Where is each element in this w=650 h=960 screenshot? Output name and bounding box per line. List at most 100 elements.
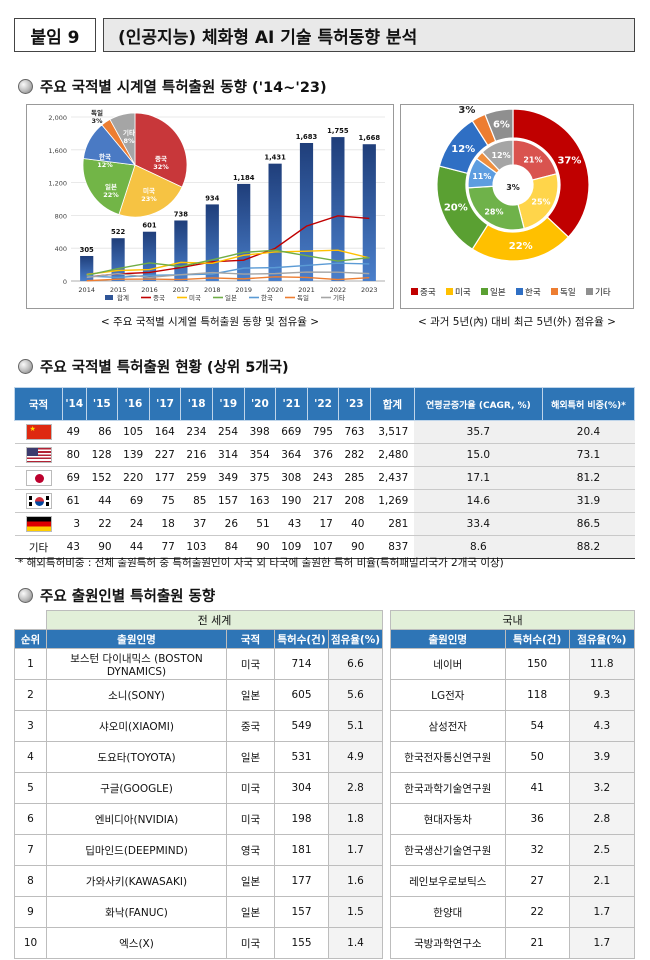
table-cell: 레인보우로보틱스 <box>390 865 506 897</box>
table-cell: 69 <box>62 466 86 490</box>
column-header: '22 <box>306 387 340 421</box>
domestic-column-header: 출원인명 <box>390 629 506 649</box>
table-cell: 3.2 <box>568 772 636 804</box>
legend-swatch <box>446 288 453 295</box>
gap-cell <box>382 610 391 630</box>
legend-swatch <box>586 288 593 295</box>
table-cell: 14.6 <box>414 489 543 513</box>
table-cell: 77 <box>149 535 181 559</box>
total-bar <box>174 220 188 281</box>
table-cell: 영국 <box>226 834 275 866</box>
legend-label: 한국 <box>525 288 541 298</box>
bar-value-label: 1,668 <box>359 134 381 142</box>
gap-cell <box>382 679 391 711</box>
table-cell: 164 <box>149 420 181 444</box>
table-cell: 일본 <box>226 865 275 897</box>
legend-label: 일본 <box>490 288 506 298</box>
table-cell: 177 <box>149 466 181 490</box>
table-cell: 85 <box>180 489 213 513</box>
gap-cell <box>382 741 391 773</box>
table-cell: 37 <box>180 512 213 536</box>
gap-cell <box>382 834 391 866</box>
table-cell: 51 <box>244 512 276 536</box>
table-cell: 220 <box>117 466 150 490</box>
table-cell: 375 <box>244 466 276 490</box>
legend-label: 일본 <box>225 293 237 302</box>
table-cell: 763 <box>338 420 371 444</box>
column-header: '21 <box>275 387 308 421</box>
table-row: 9 화낙(FANUC) 일본 157 1.5 한양대 22 1.7 <box>14 896 636 928</box>
table-cell: 90 <box>244 535 276 559</box>
total-bar <box>142 231 157 281</box>
table-cell: 152 <box>86 466 118 490</box>
table-cell: 27 <box>504 865 570 897</box>
x-tick-label: 2017 <box>173 286 190 294</box>
legend-swatch <box>411 288 418 295</box>
country-label: 기타 <box>14 535 63 559</box>
table-cell: 4.9 <box>328 741 383 773</box>
outer-ring-중국 <box>512 108 590 238</box>
table-cell: 531 <box>274 741 329 773</box>
table-cell: 314 <box>212 443 245 467</box>
x-tick-label: 2019 <box>235 286 252 294</box>
y-tick-label: 400 <box>55 245 67 253</box>
table-cell: 605 <box>274 679 329 711</box>
table-cell: 3.9 <box>568 741 636 773</box>
legend-swatch <box>551 288 558 295</box>
domestic-column-header: 특허수(건) <box>504 629 570 649</box>
donut-label: 25% <box>531 198 550 207</box>
donut-label: 28% <box>484 207 503 216</box>
gap-cell <box>382 710 391 742</box>
table-row: 7 딥마인드(DEEPMIND) 영국 181 1.7 한국생산기술연구원 32 2.5 <box>14 834 636 866</box>
legend-label: 미국 <box>189 293 201 302</box>
table-cell: 118 <box>504 679 570 711</box>
table-cell: 198 <box>274 803 329 835</box>
bar-value-label: 934 <box>205 194 219 202</box>
table-cell: 8 <box>14 865 47 897</box>
column-header: 해외특허 비중(%)* <box>542 387 635 421</box>
table-cell: 미국 <box>226 772 275 804</box>
total-bar <box>362 144 376 281</box>
column-header: '18 <box>180 387 213 421</box>
pie-slice-value: 32% <box>153 163 169 171</box>
table-cell: 한국생산기술연구원 <box>390 834 506 866</box>
table-cell: 미국 <box>226 927 275 959</box>
table-cell: 한국과학기술연구원 <box>390 772 506 804</box>
table-cell: 84 <box>212 535 245 559</box>
table-cell: 22 <box>504 896 570 928</box>
legend-label: 독일 <box>560 288 576 298</box>
gap-cell <box>382 629 391 649</box>
table-cell: 75 <box>149 489 181 513</box>
pie-slice-value: 12% <box>97 161 113 169</box>
x-tick-label: 2023 <box>361 286 378 294</box>
table-cell: 21 <box>504 927 570 959</box>
table-cell: 216 <box>180 443 213 467</box>
chart-caption-left: < 주요 국적별 시계열 특허출원 동향 및 점유율 > <box>100 316 320 328</box>
table-row: 3 22 24 18 37 26 51 43 17 40 281 33.4 86.5 <box>14 512 635 536</box>
table-cell: 5 <box>14 772 47 804</box>
table-cell: 한양대 <box>390 896 506 928</box>
x-tick-label: 2022 <box>330 286 347 294</box>
table-cell: 181 <box>274 834 329 866</box>
table-cell: 217 <box>307 489 339 513</box>
table-cell: 308 <box>275 466 308 490</box>
donut-label: 11% <box>472 172 491 181</box>
table-cell: 1 <box>14 648 47 680</box>
table-cell: 107 <box>307 535 339 559</box>
table-cell: 삼성전자 <box>390 710 506 742</box>
section-bullet-icon <box>18 79 33 94</box>
korea-flag-icon <box>25 493 52 509</box>
usa-flag-icon <box>25 447 52 463</box>
table-cell: 일본 <box>226 679 275 711</box>
gap-cell <box>382 772 391 804</box>
table-cell: 11.8 <box>568 648 636 680</box>
table-cell: 1.7 <box>328 834 383 866</box>
table-cell: 미국 <box>226 803 275 835</box>
table-cell: 157 <box>274 896 329 928</box>
table-cell: 화낙(FANUC) <box>46 896 227 928</box>
world-column-header: 점유율(%) <box>328 629 383 649</box>
table-cell: 282 <box>338 443 371 467</box>
bar-value-label: 1,431 <box>264 154 286 162</box>
table-cell: 105 <box>117 420 150 444</box>
table-cell: 소니(SONY) <box>46 679 227 711</box>
